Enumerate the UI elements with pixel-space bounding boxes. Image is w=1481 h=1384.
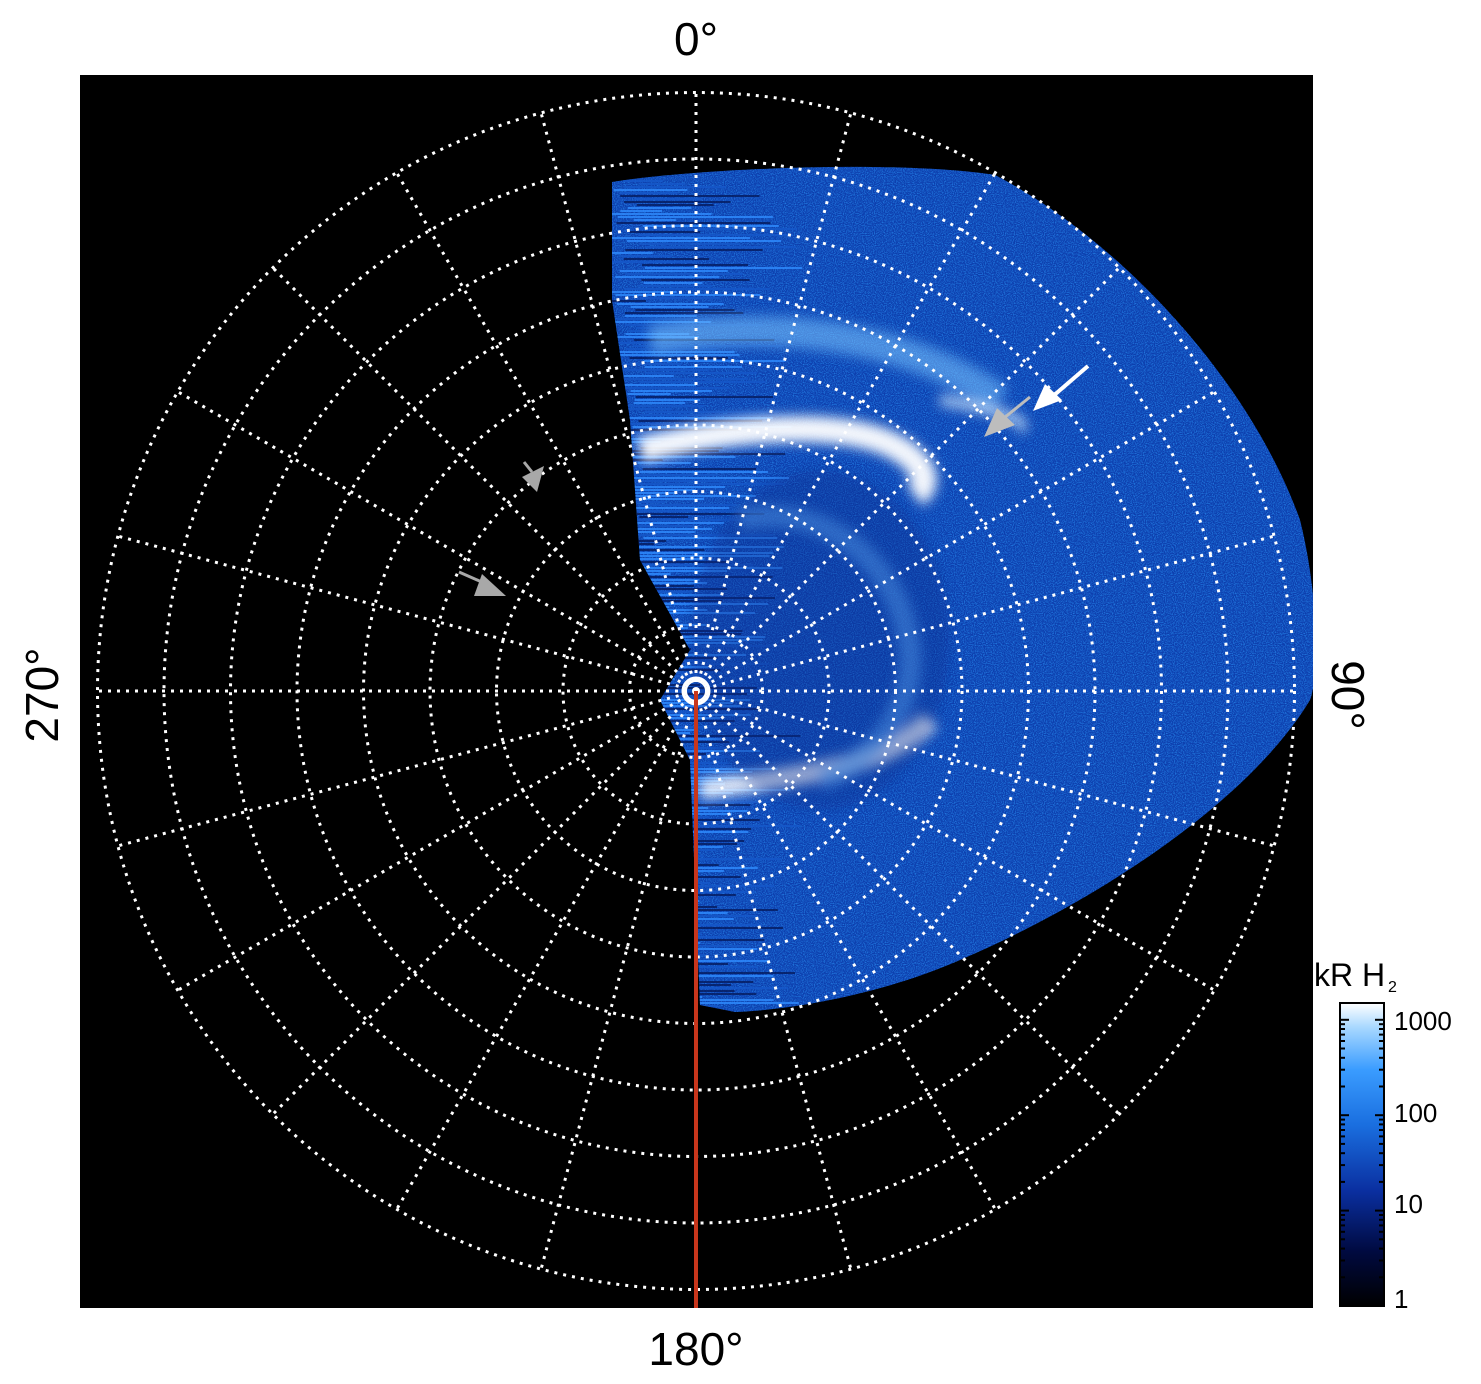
colorbar: kR H 2 1 10 100 1000 xyxy=(1314,957,1452,1314)
grid-meridian xyxy=(395,690,698,1211)
grid-meridian xyxy=(694,690,853,1270)
aurora-emission xyxy=(612,166,1313,1013)
grey-arrow-head-upper xyxy=(522,466,544,492)
colorbar-tick-1000: 1000 xyxy=(1394,1006,1452,1036)
colorbar-tick-10: 10 xyxy=(1394,1189,1423,1219)
grid-meridian xyxy=(395,171,698,692)
grid-ring xyxy=(96,91,1296,1291)
grid-meridian xyxy=(695,390,1216,693)
grey-arrow-head-lower xyxy=(474,574,506,596)
colorbar-tick-100: 100 xyxy=(1394,1098,1437,1128)
grey-arrow-head-right xyxy=(984,408,1015,437)
grid-meridian xyxy=(539,690,698,1270)
grid-meridian xyxy=(694,690,997,1211)
label-top: 0° xyxy=(674,13,718,65)
feature-arrows xyxy=(458,364,1090,596)
grid-meridian xyxy=(117,689,697,848)
grid-meridian xyxy=(695,689,1216,992)
grid-meridian xyxy=(694,112,853,692)
polar-grid xyxy=(96,91,1296,1291)
colorbar-title-subscript: 2 xyxy=(1388,979,1397,996)
grid-meridian xyxy=(694,689,1121,1116)
label-right: 90° xyxy=(1322,660,1374,730)
colorbar-gradient xyxy=(1339,1002,1385,1307)
grid-ring xyxy=(428,423,964,959)
grid-meridian xyxy=(694,171,997,692)
grid-meridian xyxy=(695,534,1275,693)
grid-meridian xyxy=(539,112,698,692)
grid-meridian xyxy=(271,266,698,693)
grid-meridian xyxy=(176,390,697,693)
colorbar-title: kR H xyxy=(1314,957,1385,993)
grid-ring xyxy=(628,623,764,759)
white-arrow-head xyxy=(1033,384,1062,411)
grid-meridian xyxy=(694,266,1121,693)
label-bottom: 180° xyxy=(648,1323,743,1375)
grid-meridian xyxy=(695,689,1275,848)
grid-meridian xyxy=(176,689,697,992)
grid-meridian xyxy=(271,689,698,1116)
colorbar-tick-1: 1 xyxy=(1394,1284,1408,1314)
grid-meridian xyxy=(117,534,697,693)
white-arrow-shaft xyxy=(1050,364,1090,399)
label-left: 270° xyxy=(16,647,68,742)
